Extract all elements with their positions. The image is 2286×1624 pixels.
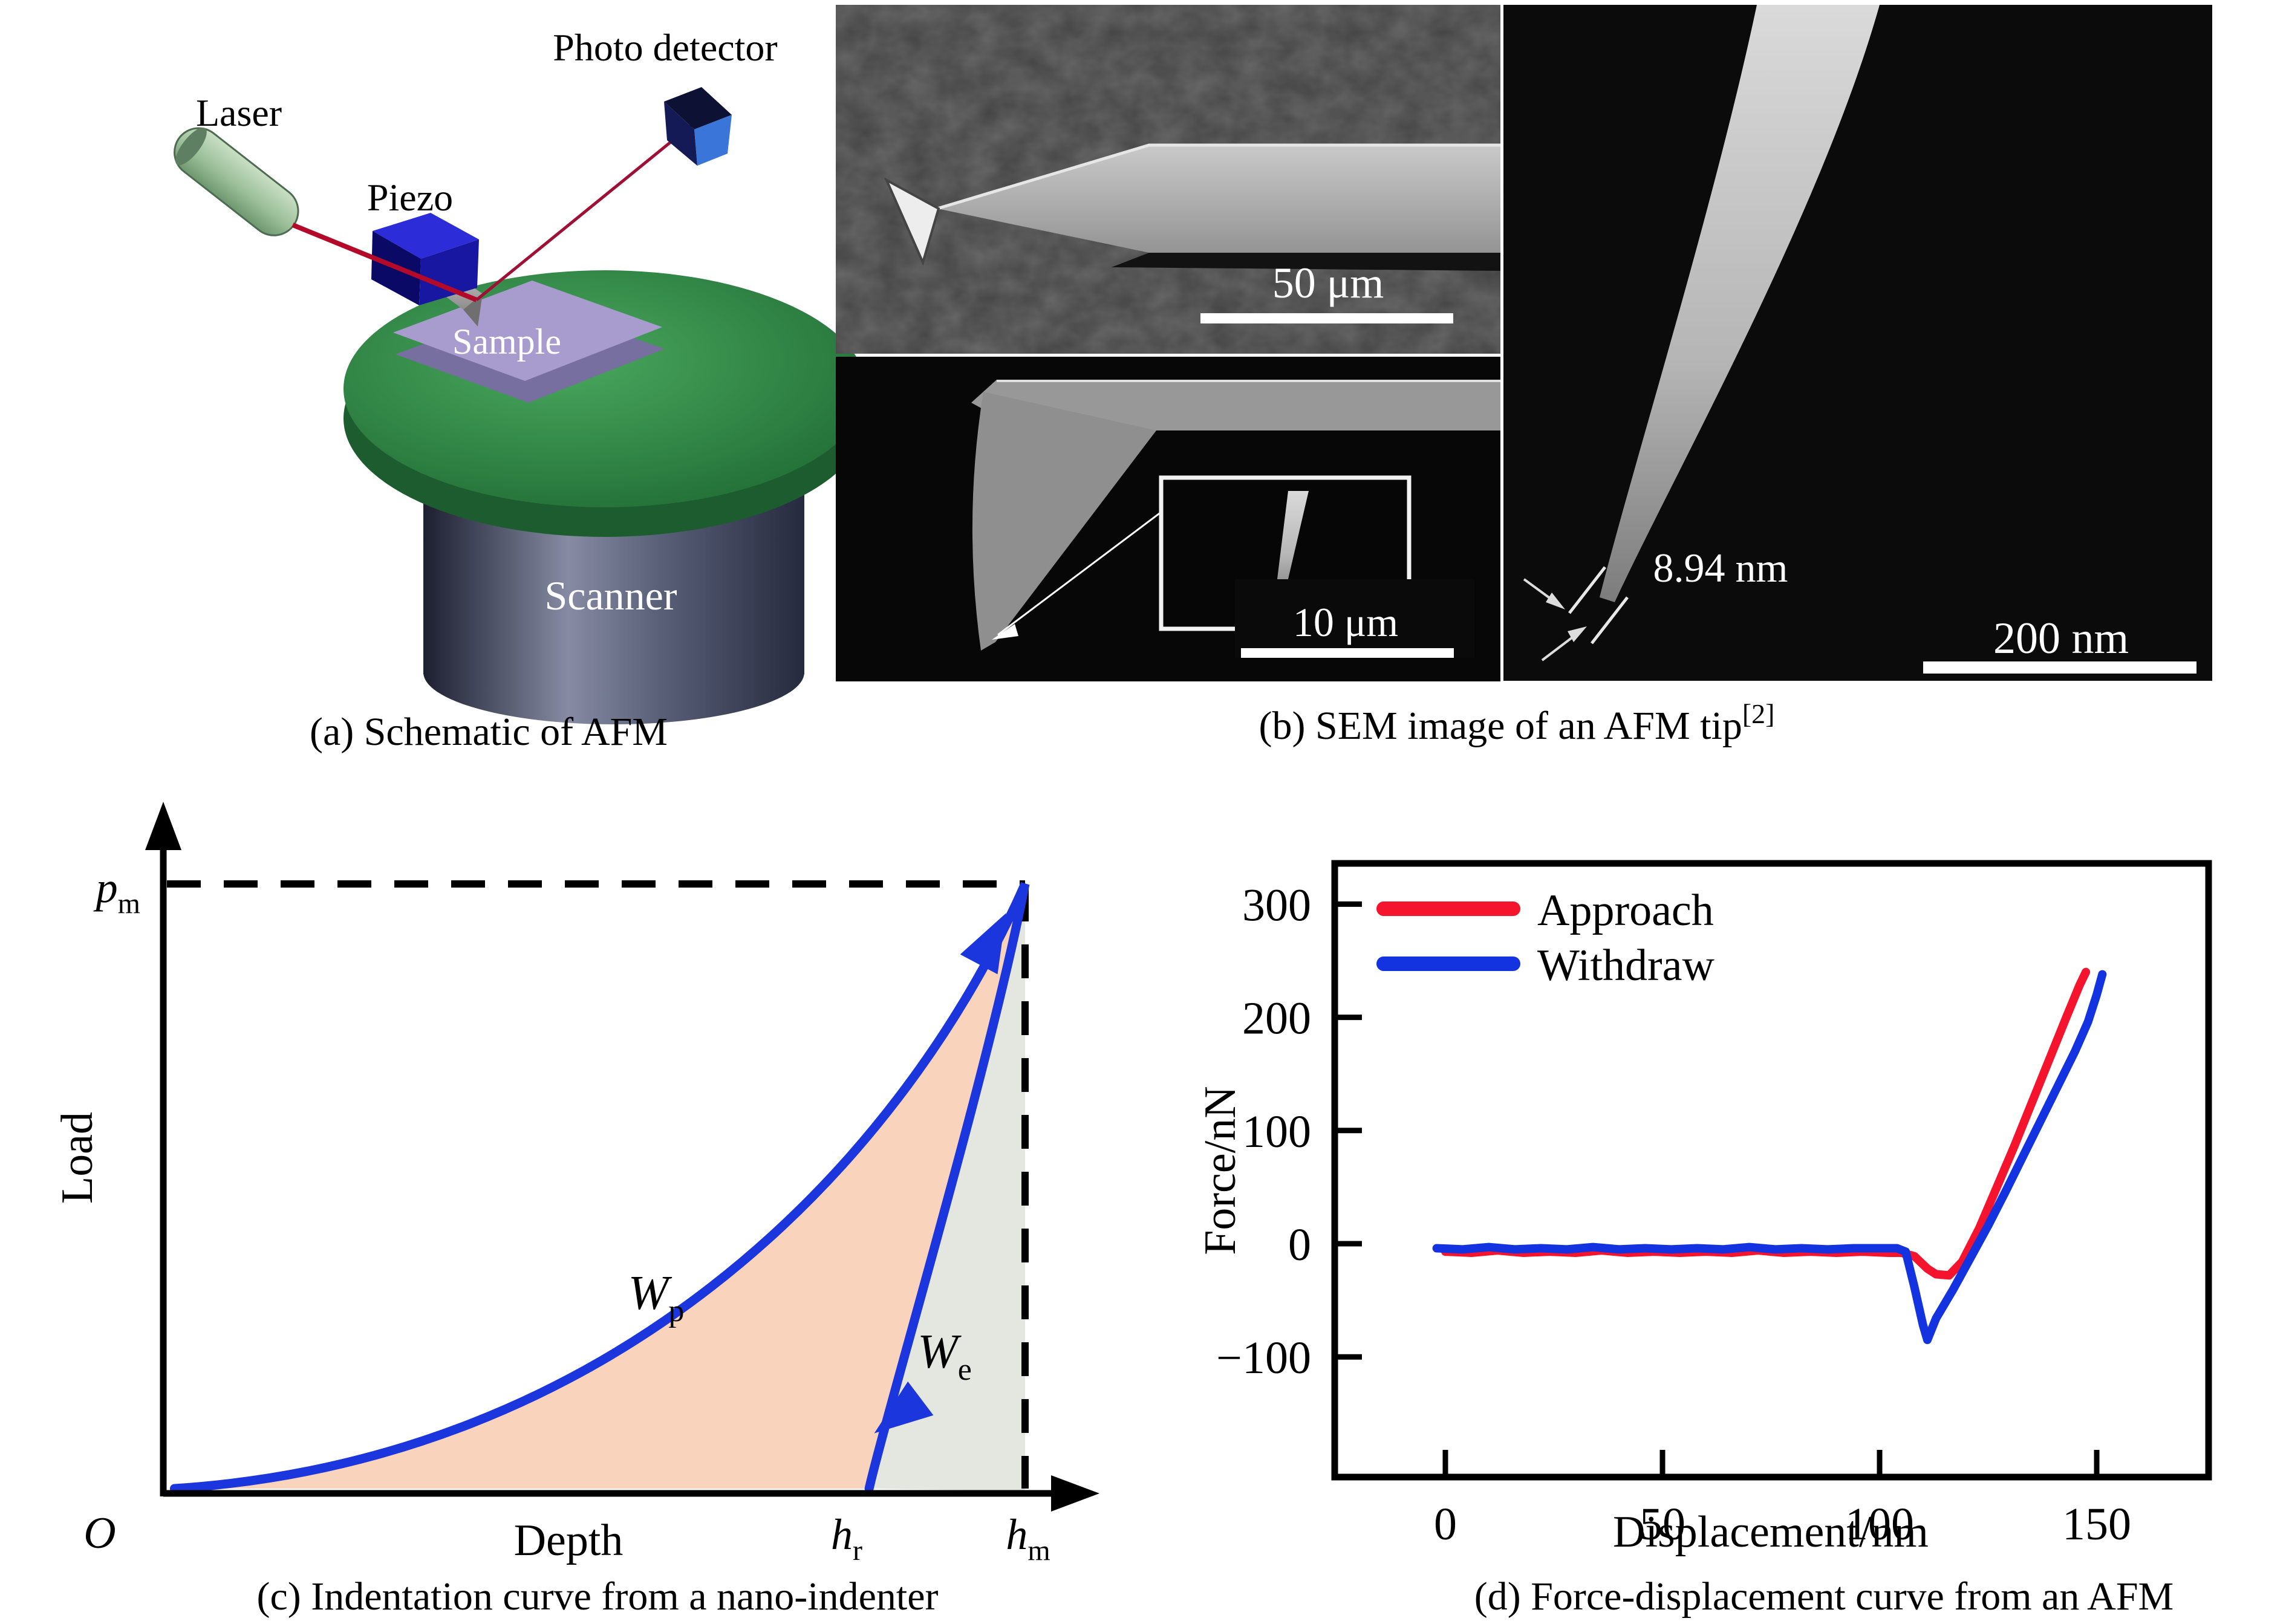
caption-b: (b) SEM image of an AFM tip[2] <box>1259 698 1775 748</box>
label-laser: Laser <box>196 91 282 134</box>
sem3-scalebar <box>1923 661 2196 674</box>
plot-frame-d <box>1331 860 2212 1481</box>
scanner-bottom <box>423 620 804 724</box>
label-photo-detector: Photo detector <box>553 26 777 69</box>
svg-text:50: 50 <box>1640 1499 1685 1550</box>
label-wp: Wp <box>628 1267 685 1328</box>
svg-text:150: 150 <box>2062 1499 2131 1550</box>
sem1-scalebar <box>1200 313 1453 323</box>
sem3-tip-width-label: 8.94 nm <box>1653 545 1788 591</box>
unloading-arrowhead <box>874 1381 934 1434</box>
detector-top <box>664 87 732 129</box>
sem1-scalebar-label: 50 μm <box>1272 259 1384 307</box>
label-scanner: Scanner <box>544 573 677 619</box>
detector-front <box>694 115 732 166</box>
sem1-tip <box>884 177 940 266</box>
y-ticks-d: 300 200 100 0 −100 <box>1216 880 1362 1383</box>
caption-a: (a) Schematic of AFM <box>310 710 668 754</box>
panel-b-sem: 50 μm 10 μm 8.94 nm <box>836 5 2212 748</box>
sem-image-cantilever-50um: 50 μm <box>836 5 1500 354</box>
piezo-top <box>373 213 479 259</box>
svg-text:100: 100 <box>1242 1106 1311 1157</box>
caption-c: (c) Indentation curve from a nano-indent… <box>257 1574 939 1619</box>
load-unload-curve <box>170 882 1030 1493</box>
sem3-needle <box>1600 5 1880 602</box>
label-we: We <box>917 1325 972 1387</box>
sem-image-tip-200nm: 8.94 nm 200 nm <box>1503 5 2212 681</box>
laser-cylinder <box>174 127 299 236</box>
detector-side <box>664 102 697 166</box>
sem1-plate-shadow <box>1112 253 1500 271</box>
sem2-holder <box>971 380 1500 430</box>
svg-text:0: 0 <box>1434 1499 1457 1550</box>
laser-beam-incident <box>291 222 478 302</box>
sem3-measure-slash-1 <box>1568 566 1606 614</box>
wp-region <box>174 884 1025 1489</box>
sem3-scalebar-label: 200 nm <box>1993 614 2129 663</box>
data-curves-d <box>1432 967 2107 1345</box>
svg-text:−100: −100 <box>1216 1333 1311 1383</box>
sem1-cantilever-plate <box>937 145 1500 253</box>
label-piezo: Piezo <box>367 176 453 219</box>
y-axis-arrowhead-c <box>145 802 181 850</box>
svg-text:200: 200 <box>1242 993 1311 1044</box>
we-region <box>869 884 1025 1491</box>
sem1-plate-highlight <box>937 143 1500 210</box>
curve-withdraw <box>1432 970 2107 1345</box>
panel-c-indentation-plot: pm O Load Depth hr hm Wp We (c) Indentat… <box>53 802 1099 1619</box>
loading-arrowhead <box>960 913 1006 975</box>
y-axis-label-c: Load <box>53 1112 102 1204</box>
legend-withdraw-label: Withdraw <box>1537 941 1714 990</box>
label-hm: hm <box>1006 1510 1050 1567</box>
caption-d: (d) Force-displacement curve from an AFM <box>1474 1574 2174 1619</box>
cantilever-tip <box>463 294 483 326</box>
label-hr: hr <box>831 1510 862 1567</box>
sem-image-cantilever-10um: 10 μm <box>836 357 1500 681</box>
x-axis-label-d: Displacement/nm <box>1613 1507 1929 1557</box>
sem2-scalebar <box>1241 648 1454 658</box>
laser-beam-reflected <box>475 120 698 301</box>
piezo-right <box>419 239 479 305</box>
sem2-label-patch <box>1235 579 1474 658</box>
sem3-measure-slash-2 <box>1591 596 1629 645</box>
sem2-cantilever-arm <box>972 392 1156 651</box>
legend-approach-label: Approach <box>1537 886 1714 935</box>
sem3-measure-arrowhead-1 <box>1546 593 1565 609</box>
svg-text:100: 100 <box>1845 1499 1914 1550</box>
sample-plate <box>393 281 662 381</box>
panel-a-schematic: Laser Piezo Photo detector Sample Scanne… <box>174 26 866 754</box>
x-axis-arrowhead-c <box>1051 1475 1099 1512</box>
x-ticks-d: 0 50 100 150 <box>1434 1450 2131 1550</box>
label-sample: Sample <box>452 322 561 362</box>
label-origin: O <box>83 1509 116 1558</box>
label-pm: pm <box>93 863 140 920</box>
sem2-inset-tip <box>1275 491 1309 600</box>
sem2-arrow-line <box>997 505 1169 636</box>
svg-text:0: 0 <box>1288 1220 1311 1270</box>
x-axis-label-c: Depth <box>514 1516 624 1565</box>
svg-text:300: 300 <box>1242 880 1311 931</box>
panel-d-force-plot: 300 200 100 0 −100 0 50 100 150 Approach Withdr… <box>1196 860 2212 1619</box>
y-axis-label-d: Force/nN <box>1196 1086 1245 1255</box>
sem3-measure-arrowhead-2 <box>1568 626 1587 642</box>
stage-disk <box>344 270 866 507</box>
sem2-scalebar-label: 10 μm <box>1293 599 1398 645</box>
sem2-arrowhead <box>992 624 1018 640</box>
